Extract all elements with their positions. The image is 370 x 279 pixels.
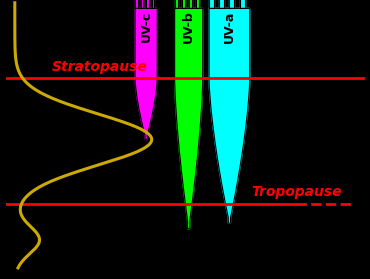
Text: UV-b: UV-b [182,10,195,43]
Polygon shape [175,8,203,229]
Text: UV-c: UV-c [139,11,153,42]
Polygon shape [182,0,185,8]
Polygon shape [189,0,192,8]
Text: Tropopause: Tropopause [252,186,342,199]
Polygon shape [141,0,144,8]
Polygon shape [240,0,245,8]
Polygon shape [135,8,157,140]
Polygon shape [175,0,178,8]
Text: Stratopause: Stratopause [52,60,148,74]
Polygon shape [219,0,224,8]
Polygon shape [229,0,235,8]
Text: UV-a: UV-a [223,10,236,43]
Polygon shape [135,0,138,8]
Polygon shape [196,0,199,8]
Polygon shape [146,0,149,8]
Polygon shape [152,0,155,8]
Polygon shape [209,8,250,223]
Polygon shape [209,0,214,8]
